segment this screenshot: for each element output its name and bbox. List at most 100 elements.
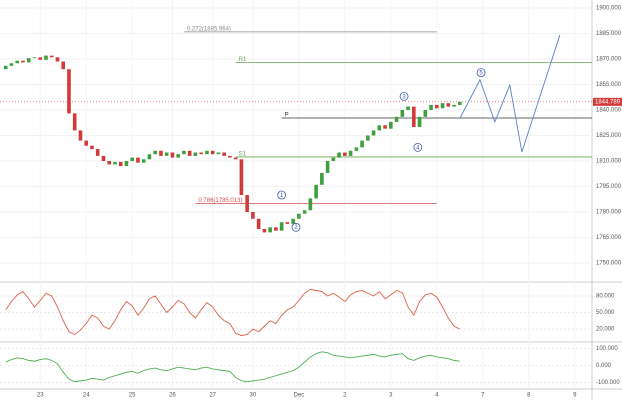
x-tick-label: 2 <box>343 393 347 399</box>
wave-marker <box>291 222 301 232</box>
candle-body <box>440 103 445 109</box>
wave-marker <box>399 91 409 101</box>
candle-body <box>291 218 295 224</box>
wave-label: 5 <box>479 70 483 76</box>
last-price-tag <box>593 97 622 106</box>
candle-body <box>49 55 54 58</box>
candle-body <box>26 58 31 63</box>
candle-body <box>205 150 209 155</box>
candle-body <box>239 159 244 195</box>
candle-body <box>170 152 175 158</box>
level-label: P <box>285 113 289 119</box>
wave-marker <box>413 142 423 152</box>
y-tick-label: 1750.000 <box>596 261 622 267</box>
candle-body <box>314 184 318 199</box>
candle-body <box>84 140 89 146</box>
candle-body <box>193 152 198 156</box>
candle-body <box>435 104 439 109</box>
y-tick-label: 1780.000 <box>596 210 622 216</box>
candle-body <box>118 161 123 167</box>
y-tick-label: 100.000 <box>596 346 618 352</box>
candle-body <box>400 109 405 117</box>
candle-body <box>210 150 215 155</box>
candle-body <box>406 106 410 110</box>
y-tick-label: 1840.000 <box>596 108 622 114</box>
x-tick-label: 30 <box>250 393 257 399</box>
y-tick-label: 1810.000 <box>596 159 622 165</box>
x-tick-label: 7 <box>481 393 485 399</box>
x-tick-label: Dec <box>294 393 305 399</box>
candle-body <box>61 61 66 70</box>
candle-body <box>72 113 77 131</box>
candle-body <box>159 150 163 156</box>
candle-body <box>95 149 100 156</box>
y-tick-label: 50.000 <box>596 310 615 316</box>
x-tick-label: 23 <box>37 393 44 399</box>
candle-body <box>308 198 313 211</box>
x-tick-label: 24 <box>83 393 90 399</box>
indicator-line <box>5 288 461 337</box>
candle-body <box>182 150 186 155</box>
candle-body <box>331 157 336 161</box>
candle-body <box>256 218 261 229</box>
candle-body <box>245 194 249 212</box>
candle-body <box>285 222 290 224</box>
candle-body <box>383 125 387 129</box>
candle-body <box>429 104 433 110</box>
indicator-line <box>5 351 460 383</box>
candle-body <box>251 211 255 219</box>
candle-body <box>412 106 416 127</box>
candle-body <box>274 227 278 231</box>
candle-body <box>233 157 238 160</box>
candle-body <box>3 65 8 70</box>
candle-body <box>113 161 117 165</box>
projection-line <box>459 35 561 153</box>
x-tick-label: 9 <box>573 393 577 399</box>
candle-body <box>279 222 284 231</box>
wave-marker <box>277 190 287 200</box>
candle-body <box>452 104 456 107</box>
last-price-label: 1844.789 <box>595 99 621 105</box>
wave-label: 4 <box>416 145 420 151</box>
candle-body <box>141 159 146 163</box>
candle-body <box>216 152 221 155</box>
level-label: 0.786(1785.013) <box>198 198 242 204</box>
y-tick-label: 1855.000 <box>596 82 622 88</box>
candle-body <box>78 130 83 141</box>
y-tick-label: 1795.000 <box>596 184 622 190</box>
candle-body <box>55 57 60 62</box>
candle-body <box>147 154 152 160</box>
y-tick-label: -100.000 <box>596 380 620 386</box>
candle-body <box>366 135 370 141</box>
x-tick-label: 27 <box>209 393 216 399</box>
x-tick-label: 25 <box>129 393 136 399</box>
candle-body <box>222 152 226 156</box>
candle-body <box>153 150 157 155</box>
wave-label: 3 <box>402 94 406 100</box>
wave-label: 1 <box>280 193 284 199</box>
candle-body <box>32 57 37 59</box>
candle-body <box>354 147 359 151</box>
x-tick-label: 4 <box>435 393 439 399</box>
x-tick-label: 8 <box>527 393 531 399</box>
candle-body <box>67 69 71 114</box>
candle-body <box>38 57 43 60</box>
x-tick-label: 3 <box>389 393 393 399</box>
candle-body <box>130 157 134 161</box>
wave-label: 2 <box>294 225 298 231</box>
candle-body <box>90 145 94 150</box>
y-tick-label: 20.000 <box>596 327 615 333</box>
candle-body <box>343 152 347 156</box>
y-tick-label: 1885.000 <box>596 31 622 37</box>
candle-body <box>325 160 330 173</box>
candle-body <box>9 63 14 66</box>
candle-body <box>228 155 232 158</box>
candle-body <box>268 227 272 233</box>
candle-body <box>107 160 112 165</box>
candle-body <box>360 140 364 148</box>
wave-marker <box>476 68 486 77</box>
candle-body <box>44 55 48 60</box>
y-tick-label: 80.000 <box>596 294 615 300</box>
candle-body <box>389 121 393 129</box>
